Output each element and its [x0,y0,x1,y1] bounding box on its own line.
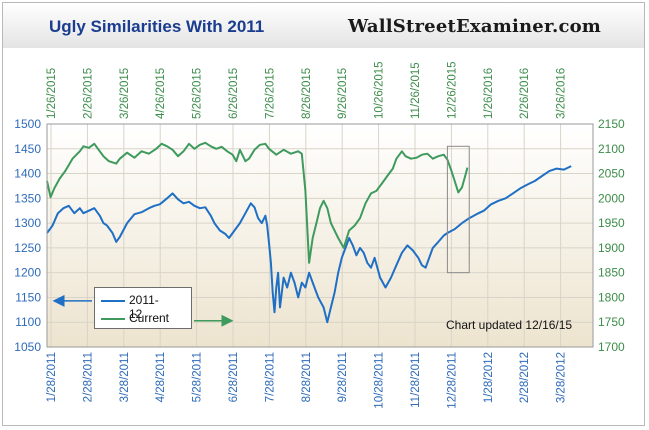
top-tick-label: 2/26/2015 [82,68,94,119]
top-tick-label: 8/26/2015 [301,68,313,119]
top-tick-label: 4/26/2015 [155,68,167,119]
bottom-tick-label: 6/28/2011 [228,352,240,402]
series-line-2011 [46,165,572,324]
top-tick-label: 11/26/2015 [410,62,422,119]
legend-swatch-current [101,318,125,320]
bottom-tick-label: 10/28/2011 [374,352,386,409]
bottom-tick-label: 7/28/2011 [264,352,276,402]
right-tick-label: 1700 [598,340,625,354]
bottom-tick-label: 4/28/2011 [155,352,167,402]
top-tick-label: 1/26/2016 [483,68,495,119]
right-tick-label: 1950 [598,216,625,230]
top-tick-label: 1/26/2015 [46,68,58,119]
left-tick-label: 1100 [15,315,41,329]
left-tick-label: 1450 [14,142,41,156]
bottom-tick-label: 9/28/2011 [337,352,349,402]
annotation-layer [52,145,470,327]
right-tick-label: 2000 [598,191,625,205]
left-tick-label: 1150 [15,290,41,304]
bottom-tick-label: 3/28/2012 [556,352,568,403]
bottom-tick-label: 5/28/2011 [192,352,204,402]
right-axis: 1700 1750 1800 1850 1900 1950 2000 2050 2100 2150 [598,117,625,354]
top-tick-label: 3/26/2016 [556,68,568,119]
legend-swatch-2011 [101,300,125,302]
brand-logo-text: WallStreetExaminer.com [348,16,602,37]
series-layer [46,141,572,324]
left-tick-label: 1350 [14,191,41,205]
top-tick-label: 3/26/2015 [119,68,131,119]
legend: 2011-12 Current [94,287,192,329]
bottom-tick-label: 1/28/2012 [483,352,495,403]
bottom-tick-label: 2/28/2012 [519,352,531,403]
top-tick-label: 9/26/2015 [337,68,349,119]
highlight-box [446,145,470,274]
bottom-tick-label: 12/28/2011 [446,352,458,409]
bottom-tick-label: 8/28/2011 [301,352,313,402]
top-tick-label: 6/26/2015 [228,68,240,119]
bottom-axis: 1/28/2011 2/28/2011 3/28/2011 4/28/2011 5/28… [46,352,568,409]
top-tick-label: 2/26/2016 [519,68,531,119]
top-axis: 1/26/2015 2/26/2015 3/26/2015 4/26/2015 5/26… [46,61,568,119]
chart-title: Ugly Similarities With 2011 [49,17,265,36]
right-tick-label: 2100 [598,142,625,156]
title-bar: Ugly Similarities With 2011 WallStreetEx… [3,3,644,48]
bottom-tick-label: 1/28/2011 [46,352,58,402]
right-tick-label: 1750 [598,315,625,329]
chart-update-note: Chart updated 12/16/15 [446,318,573,332]
left-tick-label: 1500 [14,117,41,131]
left-axis: 1050 1100 1150 1200 1250 1300 1350 1400 1450 1500 [14,117,41,354]
left-tick-label: 1200 [14,266,41,280]
left-tick-label: 1400 [14,167,41,181]
left-tick-label: 1250 [14,241,41,255]
left-tick-label: 1300 [14,216,41,230]
right-tick-label: 2050 [598,167,625,181]
top-tick-label: 10/26/2015 [374,61,386,119]
legend-label-current: Current [129,311,170,325]
series-line-current [46,141,469,264]
right-tick-label: 1900 [598,241,625,255]
plot-border [46,123,594,348]
top-tick-label: 12/26/2015 [446,61,458,119]
top-tick-label: 5/26/2015 [192,68,204,119]
right-tick-label: 1850 [598,266,625,280]
bottom-tick-label: 2/28/2011 [82,352,94,402]
legend-label-2011: 2011-12 [129,293,159,321]
chart-frame: Ugly Similarities With 2011 WallStreetEx… [2,2,645,426]
top-tick-label: 7/26/2015 [264,68,276,119]
left-tick-label: 1050 [14,340,41,354]
bottom-tick-label: 11/28/2011 [410,352,422,408]
right-tick-label: 2150 [598,117,625,131]
bottom-tick-label: 3/28/2011 [119,352,131,402]
right-tick-label: 1800 [598,290,625,304]
